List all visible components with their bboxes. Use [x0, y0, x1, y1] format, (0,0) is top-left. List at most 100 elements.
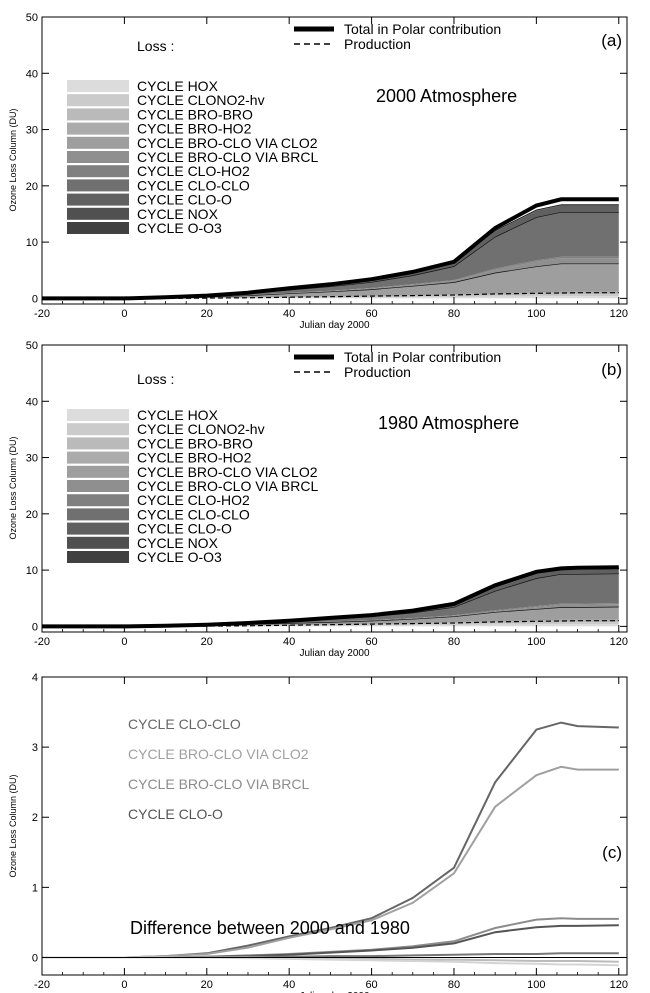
legend-swatch	[67, 423, 129, 436]
plot-frame	[41, 676, 628, 976]
area-cycle-bro-clo-via-clo2	[42, 263, 619, 299]
legend-label: CYCLE O-O3	[137, 220, 222, 236]
legend-swatch	[67, 108, 129, 121]
x-axis-label: Julian day 2000	[299, 991, 369, 993]
area-cycle-bro-clo-via-brcl	[42, 604, 619, 627]
total-polar-line	[42, 197, 619, 301]
legend-label: CYCLE NOX	[137, 206, 219, 222]
panel-a: -20 0 20 40 60 80 100 120 0 10 20 30 40 50 Julian day …	[8, 12, 628, 331]
area-cycle-clo-clo	[42, 573, 619, 627]
y-tick-label: 10	[26, 565, 38, 577]
area-cycle-clo-ho2	[42, 603, 619, 627]
x-tick-label: 60	[365, 308, 377, 320]
y-tick-label: 30	[26, 125, 38, 137]
legend-swatch	[67, 122, 129, 135]
legend-line-label: Total in Polar contribution	[344, 349, 501, 365]
x-tick-label: 60	[365, 979, 377, 991]
area-cycle-bro-clo-via-brcl	[42, 258, 619, 299]
x-tick-label: 100	[527, 308, 545, 320]
x-tick-label: 20	[201, 308, 213, 320]
legend-label: CYCLE CLO-CLO	[128, 716, 241, 732]
x-tick-label: 120	[610, 636, 628, 648]
legend-line-label: Total in Polar contribution	[344, 21, 501, 37]
plot-frame	[41, 344, 628, 633]
production-line	[42, 292, 619, 299]
x-axis-label: Julian day 2000	[299, 648, 369, 659]
y-tick-label: 30	[26, 453, 38, 465]
legend-label: CYCLE BRO-CLO VIA BRCL	[137, 149, 318, 165]
legend-label: CYCLE NOX	[137, 535, 219, 551]
x-tick-label: 80	[448, 636, 460, 648]
production-line	[42, 620, 619, 627]
x-tick-label: -20	[34, 636, 50, 648]
legend-label: CYCLE BRO-CLO VIA CLO2	[137, 135, 318, 151]
plot-frame	[41, 16, 628, 305]
loss-heading: Loss :	[137, 371, 174, 387]
x-tick-label: 0	[121, 979, 127, 991]
legend-swatch	[67, 80, 129, 92]
area-cycle-clono2-hv	[42, 294, 619, 299]
legend-line-label: Production	[344, 36, 411, 52]
y-tick-label: 20	[26, 509, 38, 521]
x-tick-label: 120	[610, 979, 628, 991]
area-cycle-clono2-hv	[42, 622, 619, 627]
y-tick-label: 10	[26, 237, 38, 249]
y-axis-label: Ozone Loss Column (DU)	[8, 774, 18, 877]
y-tick-label: 3	[32, 742, 38, 754]
x-tick-label: -20	[34, 308, 50, 320]
panel-label: (a)	[601, 31, 622, 50]
panel-title: 1980 Atmosphere	[378, 413, 519, 433]
legend-swatch	[67, 409, 129, 421]
area-cycle-hox	[42, 624, 619, 627]
x-tick-label: 40	[283, 636, 295, 648]
legend-label: CYCLE CLO-CLO	[137, 177, 250, 193]
x-tick-label: 40	[283, 979, 295, 991]
legend-label: CYCLE HOX	[137, 407, 219, 423]
x-tick-label: 0	[121, 308, 127, 320]
legend-label: CYCLE CLO-HO2	[137, 492, 250, 508]
panel-title: Difference between 2000 and 1980	[130, 918, 410, 938]
panel-label: (c)	[602, 843, 622, 862]
legend-swatch	[67, 536, 129, 549]
legend-label: CYCLE CLO-HO2	[137, 163, 250, 179]
legend-label: CYCLE CLO-O	[137, 521, 232, 537]
y-axis-label: Ozone Loss Column (DU)	[8, 108, 18, 211]
x-tick-label: 100	[527, 979, 545, 991]
legend-swatch	[67, 207, 129, 220]
legend-label: CYCLE BRO-CLO VIA CLO2	[128, 746, 309, 762]
y-tick-label: 0	[32, 293, 38, 305]
loss-heading: Loss :	[137, 38, 174, 54]
y-tick-label: 0	[32, 621, 38, 633]
legend-label: CYCLE HOX	[137, 78, 219, 94]
y-tick-label: 40	[26, 68, 38, 80]
y-axis-label: Ozone Loss Column (DU)	[8, 436, 18, 539]
legend-swatch	[67, 551, 129, 563]
legend-swatch	[67, 451, 129, 464]
line-cycle-bro-clo-via-clo2	[42, 765, 619, 959]
area-cycle-bro-clo-via-clo2	[42, 607, 619, 627]
area-cycle-clo-clo	[42, 212, 619, 299]
legend-label: CYCLE BRO-CLO VIA BRCL	[128, 776, 309, 792]
legend-label: CYCLE CLO-CLO	[137, 506, 250, 522]
y-tick-label: 1	[32, 882, 38, 894]
y-tick-label: 4	[32, 672, 38, 684]
y-tick-label: 0	[32, 952, 38, 964]
panel-b: -20 0 20 40 60 80 100 120 0 10 20 30 40 50 Julian day …	[8, 340, 628, 659]
y-tick-label: 2	[32, 812, 38, 824]
x-tick-label: 80	[448, 979, 460, 991]
area-cycle-bro-bro	[42, 293, 619, 299]
total-polar-line	[42, 565, 619, 629]
legend-label: CYCLE BRO-CLO VIA BRCL	[137, 478, 318, 494]
panel-label: (b)	[601, 360, 622, 379]
x-tick-label: 40	[283, 308, 295, 320]
legend-label: CYCLE BRO-BRO	[137, 435, 253, 451]
legend-label: CYCLE CLO-O	[137, 192, 232, 208]
area-cycle-bro-ho2	[42, 619, 619, 627]
panel-c: -20 0 20 40 60 80 100 120 0 1 2 3 4 Julian day 2000 Oz…	[8, 672, 628, 993]
legend-label: CYCLE BRO-HO2	[137, 121, 252, 137]
x-tick-label: 60	[365, 636, 377, 648]
area-cycle-hox	[42, 296, 619, 299]
panel-title: 2000 Atmosphere	[376, 86, 517, 106]
legend-swatch	[67, 151, 129, 163]
